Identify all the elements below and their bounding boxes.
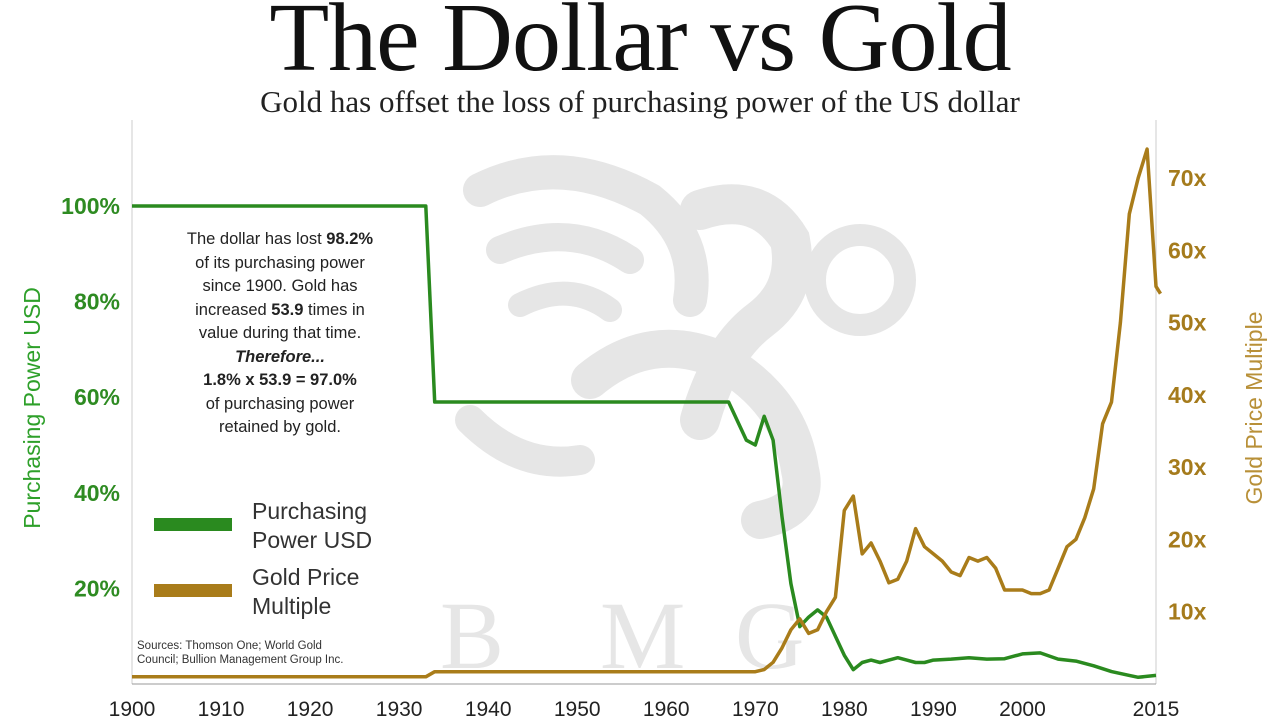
annotation-line: The dollar has lost 98.2% (186, 230, 374, 248)
x-tick-label: 1970 (732, 698, 779, 720)
left-tick-label: 80% (74, 289, 120, 315)
right-tick-label: 70x (1168, 165, 1207, 191)
right-tick-label: 40x (1168, 382, 1207, 408)
x-tick-label: 2015 (1133, 698, 1180, 720)
x-tick-label: 1930 (376, 698, 423, 720)
right-tick-label: 10x (1168, 599, 1207, 625)
annotation-line: increased 53.9 times in (195, 300, 365, 319)
series-layer (132, 147, 1162, 680)
right-tick-label: 50x (1168, 310, 1207, 336)
annotation-box: The dollar has lost 98.2% of its purchas… (142, 228, 418, 440)
x-tick-label: 1920 (287, 698, 334, 720)
x-tick-label: 1910 (198, 698, 245, 720)
legend-label: Power USD (252, 527, 373, 553)
right-tick-label: 60x (1168, 237, 1207, 263)
annotation-emphasis: Therefore... (235, 347, 325, 366)
x-tick-label: 1990 (910, 698, 957, 720)
x-axis-ticks: 1900 1910 1920 1930 1940 1950 1960 1970 1980 1990… (109, 698, 1180, 720)
left-tick-label: 100% (61, 193, 120, 219)
x-tick-label: 1980 (821, 698, 868, 720)
right-tick-label: 20x (1168, 526, 1207, 552)
sources-note: Sources: Thomson One; World Gold Council… (137, 640, 344, 666)
left-axis-title: Purchasing Power USD (19, 287, 45, 529)
left-tick-label: 20% (74, 575, 120, 601)
annotation-line: retained by gold. (218, 418, 341, 436)
legend-swatch-green (154, 518, 232, 531)
griffin-logo-icon (455, 155, 916, 539)
annotation-line: since 1900. Gold has (202, 277, 358, 295)
x-tick-label: 1950 (554, 698, 601, 720)
legend-label: Purchasing (252, 498, 368, 524)
chart-subtitle: Gold has offset the loss of purchasing p… (260, 84, 1020, 119)
chart-title: The Dollar vs Gold (269, 0, 1011, 92)
x-tick-label: 1940 (465, 698, 512, 720)
legend-label: Gold Price (252, 564, 360, 590)
annotation-formula: 1.8% x 53.9 = 97.0% (203, 371, 357, 389)
left-tick-label: 40% (74, 480, 120, 506)
annotation-line: of purchasing power (205, 394, 355, 413)
legend-swatch-gold (154, 584, 232, 597)
right-tick-label: 30x (1168, 454, 1207, 480)
x-tick-label: 1960 (643, 698, 690, 720)
x-tick-label: 1900 (109, 698, 156, 720)
annotation-line: value during that time. (198, 324, 362, 342)
annotation-line: of its purchasing power (195, 253, 365, 272)
x-tick-label: 2000 (999, 698, 1046, 720)
series-line-purchasing-power (132, 204, 1157, 680)
left-tick-label: 60% (74, 384, 120, 410)
series-line-gold (132, 147, 1162, 679)
right-axis-title: Gold Price Multiple (1241, 311, 1267, 504)
right-axis-ticks: 10x 20x 30x 40x 50x 60x 70x (1168, 165, 1207, 625)
legend-label: Multiple (252, 593, 332, 619)
left-axis-ticks: 20% 40% 60% 80% 100% (61, 193, 120, 601)
